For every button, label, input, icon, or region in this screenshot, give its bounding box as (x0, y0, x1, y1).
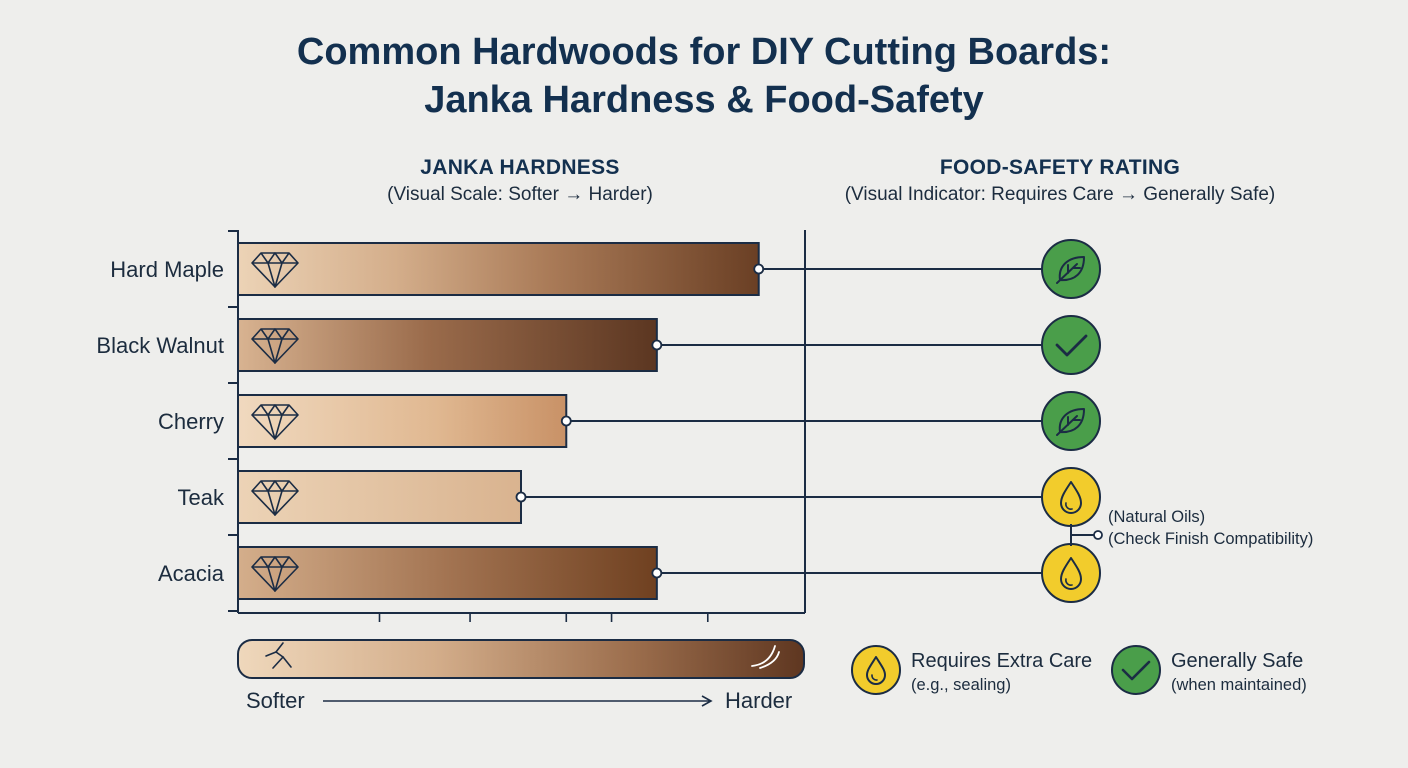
row-teak: Teak (178, 467, 1101, 527)
row-acacia: Acacia (158, 543, 1101, 603)
check-icon (1121, 660, 1151, 681)
row-ticks (228, 230, 238, 612)
connector-dot (560, 415, 572, 427)
safety-badge-black-walnut (1041, 315, 1101, 375)
scale-softer-label: Softer (246, 688, 305, 713)
crack-icon (265, 642, 292, 669)
legend-sub-requires-extra-care: (e.g., sealing) (911, 676, 1011, 694)
safety-badge-acacia (1041, 543, 1101, 603)
janka-hardness-subheading: (Visual Scale: Softer → Harder) (387, 184, 653, 205)
diamond-icon (251, 556, 299, 592)
row-cherry: Cherry (158, 391, 1101, 451)
note-natural-oils: (Natural Oils) (1108, 508, 1205, 526)
drop-icon (866, 656, 886, 685)
legend-item-generally-safe: Generally Safe (when maintained) (1111, 645, 1307, 695)
category-label: Teak (178, 485, 225, 510)
legend-check-badge (1111, 645, 1161, 695)
janka-hardness-header: JANKA HARDNESS (Visual Scale: Softer → H… (300, 156, 740, 206)
food-safety-heading: FOOD-SAFETY RATING (939, 156, 1181, 179)
diamond-icon (251, 480, 299, 516)
connector-dot (651, 339, 663, 351)
bar-acacia (237, 546, 658, 600)
diamond-icon (251, 404, 299, 440)
category-label: Black Walnut (96, 333, 224, 358)
connector-dot (651, 567, 663, 579)
bar-cherry (237, 394, 568, 448)
janka-hardness-heading: JANKA HARDNESS (420, 156, 620, 179)
diamond-icon (251, 252, 299, 288)
legend-sub-generally-safe: (when maintained) (1171, 676, 1307, 694)
category-label: Hard Maple (110, 257, 224, 282)
legend-drop-badge (851, 645, 901, 695)
food-safety-header: FOOD-SAFETY RATING (Visual Indicator: Re… (790, 156, 1330, 206)
drop-icon (1060, 481, 1082, 514)
legend-label-requires-extra-care: Requires Extra Care (911, 650, 1092, 672)
chart-title-line-2: Janka Hardness & Food-Safety (424, 79, 984, 121)
category-label: Cherry (158, 409, 224, 434)
chart-title: Common Hardwoods for DIY Cutting Boards:… (0, 28, 1408, 124)
row-hard-maple: Hard Maple (110, 239, 1101, 299)
scale-arrow-head (701, 695, 713, 707)
leaf-icon (1056, 256, 1085, 284)
scale-harder-label: Harder (725, 688, 792, 713)
bar-hard-maple (237, 242, 760, 296)
note-check-finish: (Check Finish Compatibility) (1108, 530, 1313, 548)
row-black-walnut: Black Walnut (96, 315, 1101, 375)
leaf-icon (1056, 408, 1085, 436)
hard-surface-icon (751, 645, 780, 669)
safety-badge-teak (1041, 467, 1101, 527)
chart-title-line-1: Common Hardwoods for DIY Cutting Boards: (296, 31, 1112, 73)
connector-dot (753, 263, 765, 275)
category-label: Acacia (158, 561, 225, 586)
connector-dot (515, 491, 527, 503)
food-safety-subheading: (Visual Indicator: Requires Care → Gener… (844, 184, 1276, 205)
hardness-scale-bar (237, 639, 805, 679)
legend-item-requires-extra-care: Requires Extra Care (e.g., sealing) (851, 645, 1092, 695)
hardness-scale: Softer Harder (237, 639, 805, 713)
legend: Requires Extra Care (e.g., sealing) Gene… (851, 645, 1307, 695)
drop-icon (1060, 557, 1082, 590)
diamond-icon (251, 328, 299, 364)
check-icon (1055, 334, 1088, 357)
bar-black-walnut (237, 318, 658, 372)
bar-rows: Hard Maple Black Walnut Cherry Teak Acacia (96, 239, 1101, 603)
legend-label-generally-safe: Generally Safe (1171, 650, 1303, 672)
x-ticks (378, 613, 709, 622)
oil-note-connector (1070, 524, 1103, 546)
